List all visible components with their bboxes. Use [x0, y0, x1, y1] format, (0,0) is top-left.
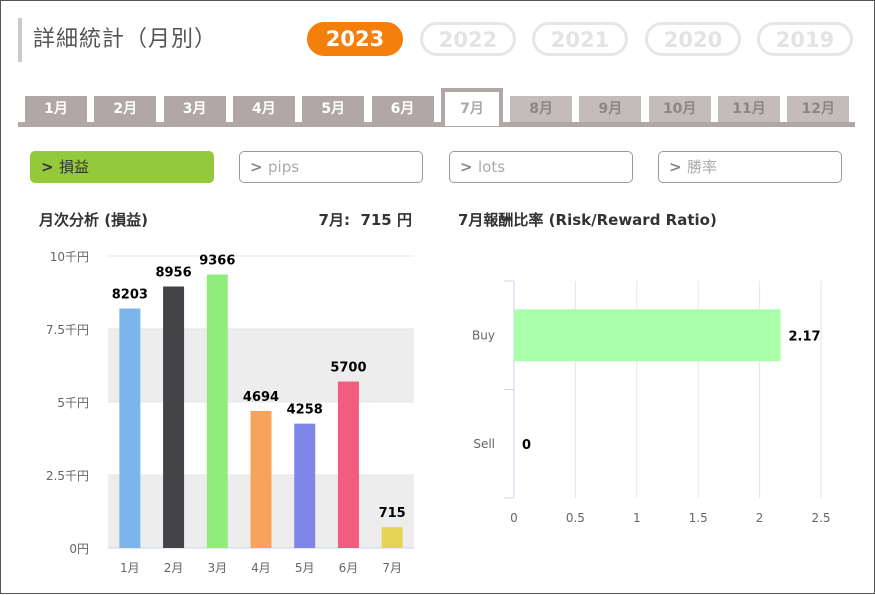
x-tick-label: 2.5: [811, 511, 830, 525]
x-tick-label: 0.5: [566, 511, 585, 525]
metric-label: 勝率: [687, 158, 718, 176]
bar-2: [163, 286, 185, 548]
bar-6: [337, 381, 359, 548]
x-tick-label: 1.5: [689, 511, 708, 525]
y-tick-label: 2.5千円: [46, 469, 89, 483]
monthly-chart-title: 月次分析 (損益): [39, 211, 148, 229]
month-total: 7月: 715 円: [319, 209, 412, 230]
x-tick-label: 7月: [382, 561, 402, 575]
x-tick-label: 2月: [164, 561, 184, 575]
month-tab-8[interactable]: 8月: [510, 96, 573, 122]
page-title: 詳細統計（月別）: [33, 27, 218, 52]
month-total-month: 7月:: [318, 211, 350, 229]
x-tick-label: 3月: [207, 561, 227, 575]
x-tick-label: 2: [756, 511, 764, 525]
data-label: 5700: [330, 361, 366, 376]
y-tick-label: Sell: [473, 437, 495, 451]
y-tick-label: 5千円: [57, 396, 89, 410]
month-total-value: 715: [360, 211, 392, 229]
x-tick-label: 5月: [295, 561, 315, 575]
chevron-right-icon: >: [250, 158, 263, 176]
month-tab-12[interactable]: 12月: [787, 96, 850, 122]
month-total-unit: 円: [396, 211, 412, 229]
month-tab-11[interactable]: 11月: [718, 96, 780, 122]
x-tick-label: 1: [633, 511, 641, 525]
metric-tab-lots[interactable]: > lots: [449, 151, 633, 183]
chevron-right-icon: >: [460, 158, 473, 176]
month-tab-7[interactable]: 7月: [441, 88, 503, 126]
bar-buy: [514, 309, 781, 362]
month-tab-baseline: [18, 122, 855, 127]
year-button-2020[interactable]: 2020: [645, 22, 741, 56]
y-tick-label: 0円: [69, 542, 89, 556]
grid-band: [108, 329, 414, 402]
data-label: 0: [522, 438, 531, 453]
year-button-2021[interactable]: 2021: [532, 22, 628, 56]
data-label: 9366: [199, 254, 235, 269]
bar-7: [381, 527, 403, 548]
chevron-right-icon: >: [669, 158, 682, 176]
bar-3: [206, 274, 228, 548]
chevron-right-icon: >: [41, 158, 54, 176]
bar-4: [250, 410, 272, 548]
month-tab-2[interactable]: 2月: [94, 96, 157, 122]
bar-1: [119, 308, 141, 548]
year-button-2019[interactable]: 2019: [757, 22, 853, 56]
month-tab-4[interactable]: 4月: [232, 96, 295, 122]
metric-label: pips: [268, 158, 300, 176]
y-tick-label: 10千円: [50, 250, 89, 264]
month-tab-3[interactable]: 3月: [163, 96, 226, 122]
data-label: 4258: [287, 403, 323, 418]
x-tick-label: 1月: [120, 561, 140, 575]
data-label: 715: [379, 506, 406, 521]
year-button-2023[interactable]: 2023: [307, 22, 403, 56]
data-label: 2.17: [788, 329, 820, 344]
data-label: 8203: [112, 287, 148, 302]
month-tab-1[interactable]: 1月: [25, 96, 87, 122]
y-tick-label: Buy: [472, 328, 495, 342]
month-tab-9[interactable]: 9月: [579, 96, 642, 122]
month-tab-6[interactable]: 6月: [371, 96, 434, 122]
metric-label: lots: [478, 158, 506, 176]
year-button-2022[interactable]: 2022: [420, 22, 516, 56]
x-tick-label: 4月: [251, 561, 271, 575]
x-tick-label: 6月: [339, 561, 359, 575]
month-tab-5[interactable]: 5月: [302, 96, 365, 122]
x-tick-label: 0: [510, 511, 518, 525]
metric-tab-winrate[interactable]: > 勝率: [658, 151, 842, 183]
ratio-chart-title: 7月報酬比率 (Risk/Reward Ratio): [458, 211, 717, 229]
data-label: 4694: [243, 390, 279, 405]
month-tab-10[interactable]: 10月: [648, 96, 711, 122]
data-label: 8956: [155, 265, 191, 280]
metric-label: 損益: [59, 158, 90, 176]
title-accent-bar: [18, 18, 22, 62]
metric-tab-pips[interactable]: > pips: [239, 151, 423, 183]
bar-5: [294, 423, 316, 548]
metric-tab-profit[interactable]: > 損益: [30, 151, 214, 183]
y-tick-label: 7.5千円: [46, 323, 89, 337]
